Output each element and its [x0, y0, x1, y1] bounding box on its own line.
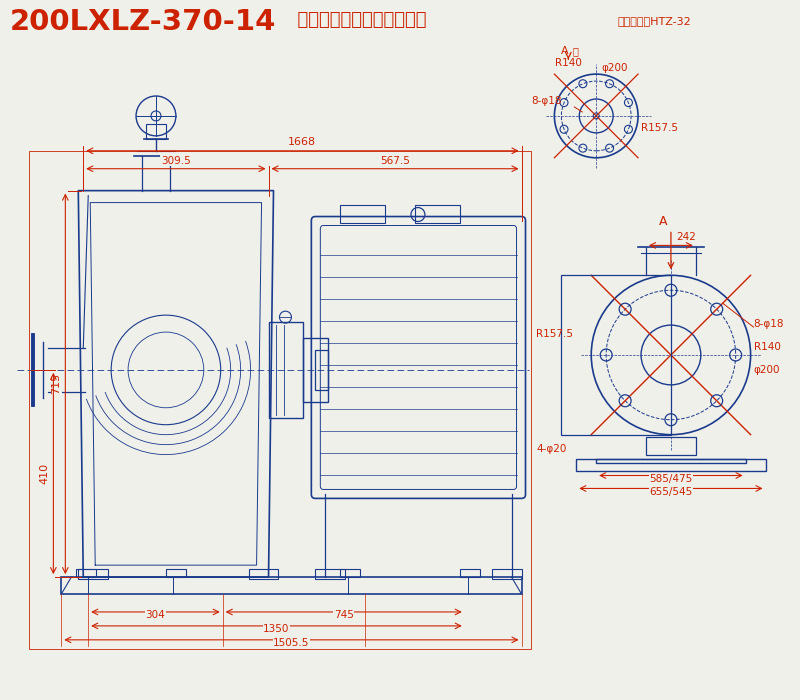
Text: 向: 向 — [572, 46, 578, 56]
Bar — [576, 458, 766, 470]
Bar — [646, 437, 696, 454]
Text: 410: 410 — [39, 463, 50, 484]
Bar — [596, 458, 746, 463]
Text: 242: 242 — [676, 232, 696, 242]
Text: 304: 304 — [146, 610, 166, 620]
Text: R157.5: R157.5 — [537, 329, 574, 339]
Bar — [460, 569, 480, 577]
Bar — [415, 204, 460, 223]
Text: 8-φ18: 8-φ18 — [531, 96, 562, 106]
Bar — [340, 204, 385, 223]
Text: 745: 745 — [334, 610, 354, 620]
Text: 8-φ18: 8-φ18 — [754, 319, 784, 329]
Bar — [340, 569, 360, 577]
Bar — [303, 338, 328, 402]
Bar — [76, 569, 96, 577]
Text: R140: R140 — [555, 58, 582, 68]
Text: 1668: 1668 — [288, 136, 317, 147]
Bar — [492, 569, 522, 579]
Bar — [78, 569, 108, 579]
Bar — [30, 150, 531, 649]
Text: φ200: φ200 — [601, 63, 628, 73]
Bar — [249, 569, 278, 579]
Bar — [269, 322, 303, 418]
Text: R157.5: R157.5 — [641, 123, 678, 133]
Text: 1505.5: 1505.5 — [274, 638, 310, 648]
Text: 底座件号：HTZ-32: 底座件号：HTZ-32 — [617, 16, 691, 27]
Bar — [315, 350, 328, 390]
Text: A: A — [561, 46, 568, 56]
Bar — [166, 569, 186, 577]
Text: 4-φ20: 4-φ20 — [537, 444, 567, 454]
Text: R140: R140 — [754, 342, 781, 352]
Text: φ200: φ200 — [754, 365, 780, 375]
Bar — [62, 577, 522, 594]
Text: 567.5: 567.5 — [380, 155, 410, 166]
Text: 1350: 1350 — [263, 624, 290, 634]
Bar — [315, 569, 346, 579]
Text: A: A — [658, 216, 667, 228]
Text: 585/475: 585/475 — [650, 475, 693, 484]
Text: 715: 715 — [51, 373, 62, 394]
Bar — [562, 275, 671, 435]
Bar — [146, 124, 166, 139]
Text: 655/545: 655/545 — [650, 487, 693, 498]
Text: 型纸浆泵外形图及安装尺寸: 型纸浆泵外形图及安装尺寸 — [286, 11, 427, 29]
Text: 309.5: 309.5 — [161, 155, 190, 166]
Text: 200LXLZ-370-14: 200LXLZ-370-14 — [10, 8, 276, 36]
